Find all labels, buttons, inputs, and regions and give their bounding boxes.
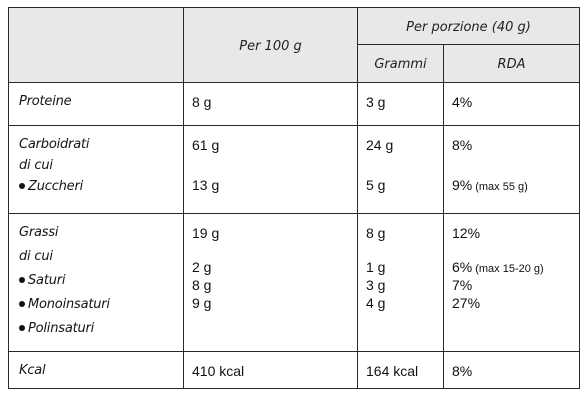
bullet-icon — [19, 325, 25, 331]
kcal-grams: 164 kcal — [366, 363, 419, 379]
table-row-kcal: Kcal 410 kcal 164 kcal 8% — [8, 351, 580, 389]
row-label-zuccheri: Zuccheri — [19, 178, 183, 196]
proteine-per100: 8 g — [192, 94, 212, 110]
polinsaturi-rda: 27% — [452, 295, 481, 311]
kcal-rda: 8% — [452, 363, 473, 379]
carboidrati-grams: 24 g — [366, 137, 394, 153]
zuccheri-rda: 9% — [452, 177, 473, 193]
header-rda-cell: RDA — [443, 44, 580, 83]
polinsaturi-per100: 9 g — [192, 295, 212, 311]
monoinsaturi-per100: 8 g — [192, 277, 212, 293]
table-row-grassi: Grassi di cui Saturi Monoinsaturi Polins… — [8, 213, 580, 352]
row-label-polinsaturi: Polinsaturi — [19, 320, 183, 338]
header-per-portion-cell: Per porzione (40 g) — [357, 7, 580, 45]
polinsaturi-grams: 4 g — [366, 295, 386, 311]
header-rda: RDA — [497, 57, 526, 72]
header-grams-cell: Grammi — [357, 44, 444, 83]
bullet-icon — [19, 183, 25, 189]
carboidrati-per100: 61 g — [192, 137, 220, 153]
bullet-icon — [19, 301, 25, 307]
carboidrati-rda: 8% — [452, 137, 473, 153]
zuccheri-grams: 5 g — [366, 177, 386, 193]
grassi-per100: 19 g — [192, 225, 220, 241]
grassi-grams: 8 g — [366, 225, 386, 241]
row-sublabel-grassi: di cui — [19, 249, 53, 264]
bullet-icon — [19, 277, 25, 283]
saturi-rda: 6% — [452, 259, 473, 275]
table-row-proteine: Proteine 8 g 3 g 4% — [8, 82, 580, 126]
header-grams: Grammi — [374, 57, 427, 72]
kcal-per100: 410 kcal — [192, 363, 245, 379]
row-label-saturi: Saturi — [19, 272, 183, 290]
grassi-rda: 12% — [452, 225, 481, 241]
proteine-grams: 3 g — [366, 94, 386, 110]
saturi-grams: 1 g — [366, 259, 386, 275]
nutrition-table: Per 100 g Per porzione (40 g) Grammi RDA… — [8, 7, 580, 389]
row-label-monoinsaturi: Monoinsaturi — [19, 296, 183, 314]
saturi-rda-note: (max 15-20 g) — [475, 263, 544, 275]
row-label-grassi: Grassi — [19, 225, 59, 240]
monoinsaturi-rda: 7% — [452, 277, 473, 293]
zuccheri-per100: 13 g — [192, 177, 220, 193]
row-label-proteine: Proteine — [19, 94, 72, 109]
table-row-carboidrati: Carboidrati di cui Zuccheri 61 g 13 g 24… — [8, 125, 580, 214]
zuccheri-rda-line: 9% (max 55 g) — [452, 176, 579, 194]
proteine-rda: 4% — [452, 94, 473, 110]
row-sublabel-carboidrati: di cui — [19, 158, 53, 173]
row-label-carboidrati: Carboidrati — [19, 137, 90, 152]
header-per100: Per 100 g — [239, 38, 302, 54]
header-per-portion: Per porzione (40 g) — [406, 19, 531, 35]
saturi-rda-line: 6% (max 15-20 g) — [452, 258, 579, 276]
header-per100-cell: Per 100 g — [183, 7, 358, 83]
monoinsaturi-grams: 3 g — [366, 277, 386, 293]
header-corner-cell — [8, 7, 184, 83]
saturi-per100: 2 g — [192, 259, 212, 275]
row-label-kcal: Kcal — [19, 363, 46, 378]
zuccheri-rda-note: (max 55 g) — [475, 181, 528, 193]
